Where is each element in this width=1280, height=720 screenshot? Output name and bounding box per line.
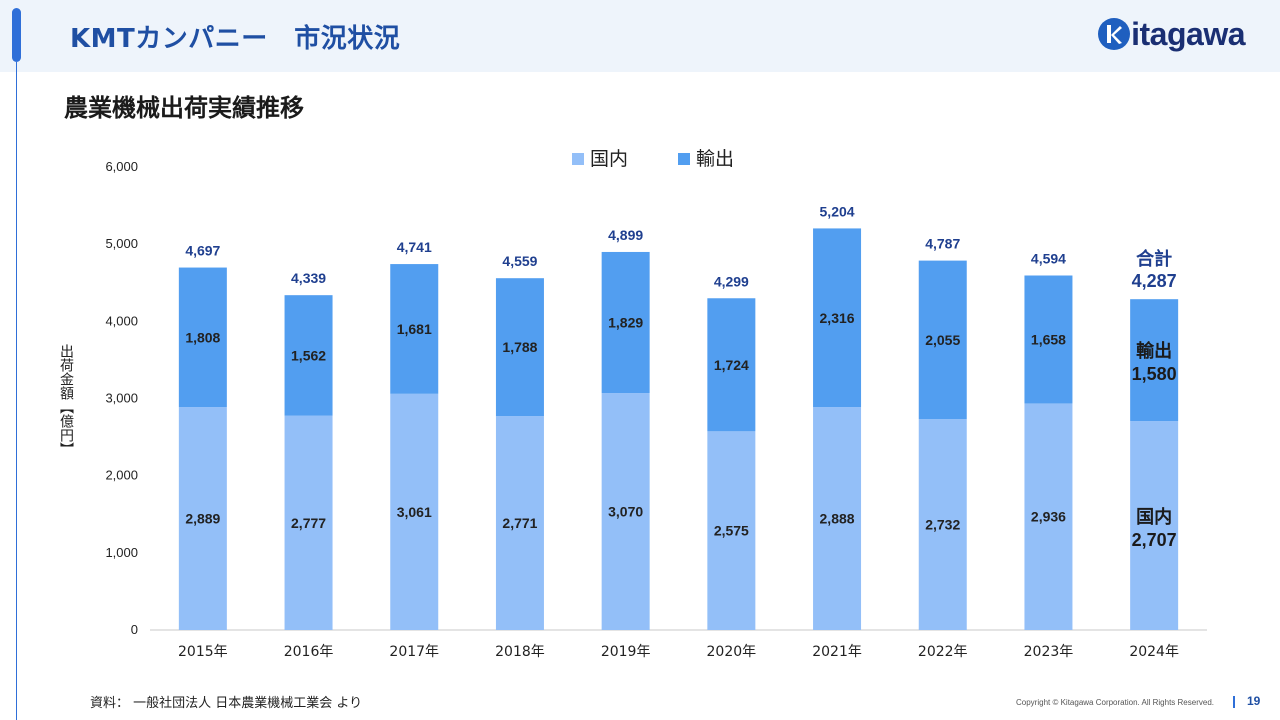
logo-k-icon [1107, 25, 1123, 44]
logo-text: itagawa [1131, 15, 1245, 52]
y-tick-label: 1,000 [105, 545, 138, 560]
data-label-total: 5,204 [820, 203, 855, 219]
data-label-export: 1,658 [1031, 331, 1066, 347]
logo-badge [1098, 18, 1131, 50]
data-label-total-name: 合計 [1136, 248, 1172, 270]
bar-export [390, 264, 439, 394]
y-axis-title: 出荷金額【億円】 [58, 344, 74, 456]
data-label-export: 2,316 [820, 310, 855, 326]
data-label-domestic: 2,888 [820, 511, 855, 527]
data-label-export: 1,829 [608, 315, 643, 331]
y-tick-label: 4,000 [105, 313, 138, 328]
bar-domestic [707, 431, 756, 630]
data-label-domestic: 3,070 [608, 504, 643, 520]
data-label-export-name: 輸出 [1136, 340, 1172, 362]
data-label-total: 4,559 [502, 253, 537, 269]
bar-export [178, 267, 227, 408]
x-tick-label: 2016年 [284, 644, 334, 660]
accent-line [16, 62, 17, 720]
bar-export [284, 295, 333, 416]
copyright: Copyright © Kitagawa Corporation. All Ri… [1016, 698, 1214, 707]
legend-label-export: 輸出 [696, 148, 734, 170]
data-label-total: 4,594 [1031, 250, 1066, 266]
bar-export [707, 298, 756, 432]
data-label-domestic: 2,575 [714, 523, 749, 539]
data-label-domestic: 2,889 [185, 511, 220, 527]
x-tick-label: 2023年 [1024, 644, 1074, 660]
accent-knob [12, 8, 21, 62]
bar-export [601, 251, 650, 394]
data-label-total: 4,741 [397, 239, 432, 255]
x-tick-label: 2022年 [918, 644, 968, 660]
bar-domestic [178, 407, 227, 630]
legend-swatch-domestic [572, 153, 584, 165]
data-label-domestic-name: 国内 [1136, 506, 1172, 528]
legend-swatch-export [678, 153, 690, 165]
data-label-domestic: 2,707 [1132, 530, 1177, 550]
page-title: KMTカンパニー 市況状況 [70, 24, 401, 54]
source-note: 資料： 一般社団法人 日本農業機械工業会 より [90, 696, 363, 711]
bar-domestic [284, 415, 333, 630]
y-tick-label: 0 [131, 622, 138, 637]
data-label-total: 4,787 [925, 236, 960, 252]
data-label-export: 1,788 [502, 339, 537, 355]
bar-export [1130, 299, 1179, 422]
x-tick-label: 2018年 [495, 644, 545, 660]
x-tick-label: 2021年 [812, 644, 862, 660]
bar-export [495, 278, 544, 417]
data-label-export: 1,724 [714, 357, 749, 373]
data-label-export: 1,681 [397, 321, 432, 337]
page-separator [1233, 696, 1235, 708]
data-label-export: 1,580 [1132, 364, 1177, 384]
data-label-total: 4,287 [1132, 271, 1177, 291]
bar-domestic [813, 407, 862, 630]
x-tick-label: 2015年 [178, 644, 228, 660]
data-label-domestic: 2,732 [925, 517, 960, 533]
data-label-total: 4,697 [185, 243, 220, 259]
data-label-export: 2,055 [925, 332, 960, 348]
y-tick-label: 2,000 [105, 468, 138, 483]
bar-domestic [601, 393, 650, 630]
header-band [0, 0, 1280, 72]
data-label-domestic: 2,777 [291, 515, 326, 531]
x-tick-label: 2024年 [1129, 644, 1179, 660]
section-title: 農業機械出荷実績推移 [64, 94, 304, 122]
data-label-total: 4,299 [714, 273, 749, 289]
data-label-total: 4,899 [608, 227, 643, 243]
data-label-domestic: 3,061 [397, 504, 432, 520]
data-label-export: 1,808 [185, 329, 220, 345]
page-number: 19 [1247, 694, 1261, 708]
data-label-domestic: 2,771 [502, 515, 537, 531]
bar-domestic [495, 416, 544, 630]
x-tick-label: 2020年 [707, 644, 757, 660]
legend-label-domestic: 国内 [590, 148, 628, 170]
bar-domestic [390, 393, 439, 630]
bar-domestic [1130, 421, 1179, 630]
bar-export [813, 228, 862, 408]
data-label-export: 1,562 [291, 347, 326, 363]
bar-export [918, 260, 967, 420]
bar-export [1024, 275, 1073, 404]
y-tick-label: 6,000 [105, 159, 138, 174]
bar-domestic [1024, 403, 1073, 630]
x-tick-label: 2017年 [389, 644, 439, 660]
company-logo: itagawa [1098, 14, 1245, 54]
bar-domestic [918, 419, 967, 630]
y-tick-label: 3,000 [105, 391, 138, 406]
x-tick-label: 2019年 [601, 644, 651, 660]
data-label-domestic: 2,936 [1031, 509, 1066, 525]
data-label-total: 4,339 [291, 270, 326, 286]
left-accent-rule [12, 0, 21, 720]
y-tick-label: 5,000 [105, 236, 138, 251]
